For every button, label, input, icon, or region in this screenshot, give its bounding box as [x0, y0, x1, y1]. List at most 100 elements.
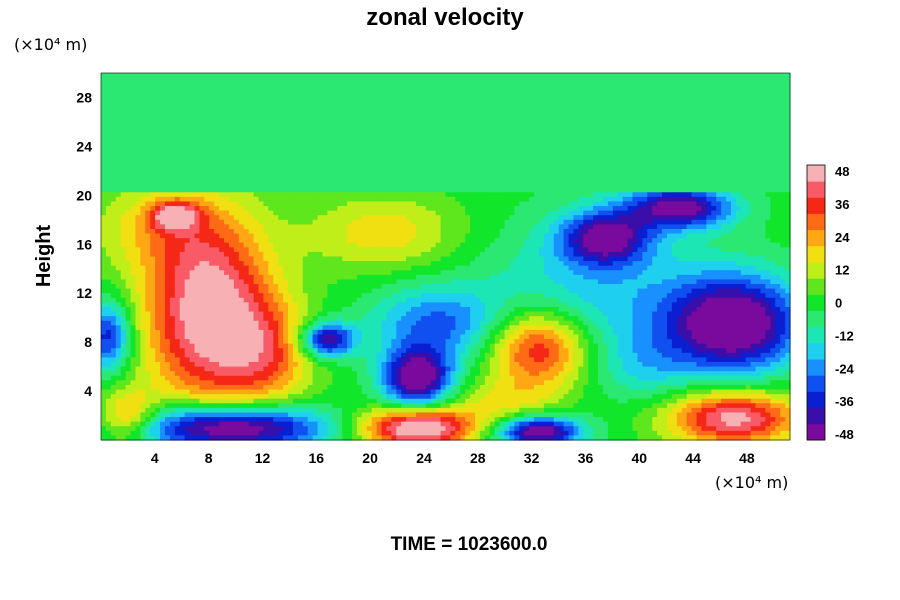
heatmap-cell	[420, 187, 427, 193]
heatmap-cell	[598, 141, 604, 147]
heatmap-cell	[317, 215, 324, 221]
heatmap-cell	[450, 215, 456, 221]
heatmap-cell	[273, 178, 279, 184]
heatmap-cell	[288, 109, 294, 115]
heatmap-cell	[351, 114, 358, 120]
heatmap-cell	[420, 100, 427, 106]
heatmap-cell	[573, 132, 579, 138]
heatmap-cell	[155, 173, 161, 180]
heatmap-cell	[450, 95, 456, 102]
heatmap-cell	[775, 215, 781, 221]
heatmap-cell	[696, 150, 703, 157]
heatmap-cell	[164, 201, 171, 207]
heatmap-cell	[406, 146, 412, 152]
heatmap-cell	[317, 192, 324, 198]
heatmap-cell	[145, 91, 151, 97]
heatmap-cell	[145, 105, 151, 111]
heatmap-cell	[243, 132, 250, 138]
heatmap-cell	[553, 173, 560, 180]
heatmap-cell	[548, 201, 555, 207]
heatmap-cell	[637, 187, 643, 193]
heatmap-cell	[539, 95, 545, 102]
heatmap-cell	[642, 77, 648, 83]
heatmap-cell	[676, 155, 683, 161]
heatmap-cell	[785, 114, 791, 120]
heatmap-cell	[627, 183, 634, 189]
heatmap-cell	[671, 95, 678, 102]
heatmap-cell	[726, 114, 732, 120]
heatmap-cell	[470, 123, 476, 129]
heatmap-cell	[312, 105, 319, 111]
heatmap-cell	[583, 206, 589, 212]
heatmap-cell	[288, 233, 294, 239]
heatmap-cell	[548, 196, 555, 203]
heatmap-cell	[233, 100, 240, 106]
heatmap-cell	[297, 196, 304, 203]
heatmap-cell	[435, 196, 442, 203]
heatmap-cell	[534, 82, 540, 88]
heatmap-cell	[194, 228, 201, 235]
heatmap-cell	[307, 183, 314, 189]
heatmap-cell	[130, 73, 137, 79]
heatmap-cell	[588, 132, 594, 138]
heatmap-cell	[666, 228, 673, 235]
heatmap-cell	[622, 215, 629, 221]
heatmap-cell	[228, 206, 235, 212]
heatmap-cell	[228, 114, 235, 120]
heatmap-cell	[484, 105, 491, 111]
heatmap-cell	[425, 201, 432, 207]
heatmap-cell	[371, 114, 378, 120]
heatmap-cell	[529, 215, 535, 221]
heatmap-cell	[760, 86, 766, 92]
heatmap-cell	[406, 118, 412, 125]
heatmap-cell	[519, 173, 525, 180]
heatmap-cell	[194, 118, 201, 125]
heatmap-cell	[509, 178, 515, 184]
heatmap-cell	[504, 132, 511, 138]
heatmap-cell	[652, 95, 658, 102]
heatmap-cell	[726, 77, 732, 83]
heatmap-cell	[415, 164, 422, 170]
heatmap-cell	[750, 173, 757, 180]
heatmap-cell	[150, 233, 156, 239]
heatmap-cell	[204, 233, 210, 239]
heatmap-cell	[755, 86, 762, 92]
heatmap-cell	[460, 132, 466, 138]
heatmap-cell	[553, 228, 560, 235]
heatmap-cell	[588, 91, 594, 97]
heatmap-cell	[204, 114, 210, 120]
heatmap-cell	[145, 128, 151, 134]
heatmap-cell	[435, 219, 442, 225]
heatmap-cell	[637, 215, 643, 221]
heatmap-cell	[607, 178, 614, 184]
heatmap-cell	[475, 210, 481, 216]
heatmap-cell	[297, 150, 304, 157]
heatmap-cell	[322, 137, 328, 143]
heatmap-cell	[155, 187, 161, 193]
heatmap-cell	[598, 95, 604, 102]
heatmap-cell	[593, 91, 599, 97]
heatmap-cell	[740, 178, 747, 184]
heatmap-cell	[219, 160, 225, 166]
heatmap-cell	[337, 219, 343, 225]
heatmap-cell	[735, 201, 742, 207]
heatmap-cell	[233, 146, 240, 152]
heatmap-cell	[534, 206, 540, 212]
heatmap-cell	[361, 118, 368, 125]
heatmap-cell	[347, 105, 353, 111]
heatmap-cell	[612, 169, 619, 175]
heatmap-cell	[228, 164, 235, 170]
heatmap-cell	[593, 187, 599, 193]
heatmap-cell	[484, 219, 491, 225]
heatmap-cell	[243, 210, 250, 216]
heatmap-cell	[676, 123, 683, 129]
heatmap-cell	[519, 109, 525, 115]
heatmap-cell	[396, 114, 402, 120]
heatmap-cell	[194, 114, 201, 120]
heatmap-cell	[312, 118, 319, 125]
heatmap-cell	[785, 155, 791, 161]
heatmap-cell	[593, 160, 599, 166]
heatmap-cell	[607, 141, 614, 147]
heatmap-cell	[770, 206, 776, 212]
heatmap-cell	[268, 219, 274, 225]
